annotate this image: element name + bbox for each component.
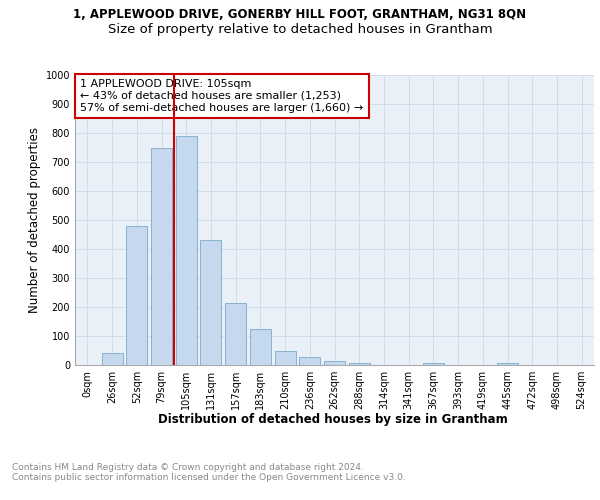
Bar — [299, 357, 320, 365]
Text: 1 APPLEWOOD DRIVE: 105sqm
← 43% of detached houses are smaller (1,253)
57% of se: 1 APPLEWOOD DRIVE: 105sqm ← 43% of detac… — [80, 80, 364, 112]
Bar — [151, 148, 172, 365]
Bar — [275, 350, 296, 365]
Bar — [423, 362, 444, 365]
Bar — [324, 360, 345, 365]
Text: Contains HM Land Registry data © Crown copyright and database right 2024.
Contai: Contains HM Land Registry data © Crown c… — [12, 462, 406, 482]
Text: Distribution of detached houses by size in Grantham: Distribution of detached houses by size … — [158, 412, 508, 426]
Bar — [200, 240, 221, 365]
Y-axis label: Number of detached properties: Number of detached properties — [28, 127, 41, 313]
Bar — [126, 226, 147, 365]
Bar — [497, 362, 518, 365]
Bar — [349, 362, 370, 365]
Bar — [250, 329, 271, 365]
Text: Size of property relative to detached houses in Grantham: Size of property relative to detached ho… — [107, 22, 493, 36]
Bar — [225, 302, 246, 365]
Bar — [101, 354, 122, 365]
Bar — [176, 136, 197, 365]
Text: 1, APPLEWOOD DRIVE, GONERBY HILL FOOT, GRANTHAM, NG31 8QN: 1, APPLEWOOD DRIVE, GONERBY HILL FOOT, G… — [73, 8, 527, 20]
